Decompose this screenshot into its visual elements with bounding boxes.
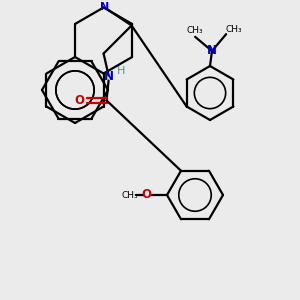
Text: N: N [207, 44, 217, 56]
Text: N: N [103, 70, 114, 83]
Text: CH₃: CH₃ [187, 26, 203, 35]
Text: N: N [100, 2, 109, 13]
Text: H: H [116, 67, 125, 76]
Text: O: O [141, 188, 151, 202]
Text: CH₃: CH₃ [122, 191, 138, 200]
Text: O: O [75, 94, 85, 107]
Text: CH₃: CH₃ [226, 25, 242, 34]
